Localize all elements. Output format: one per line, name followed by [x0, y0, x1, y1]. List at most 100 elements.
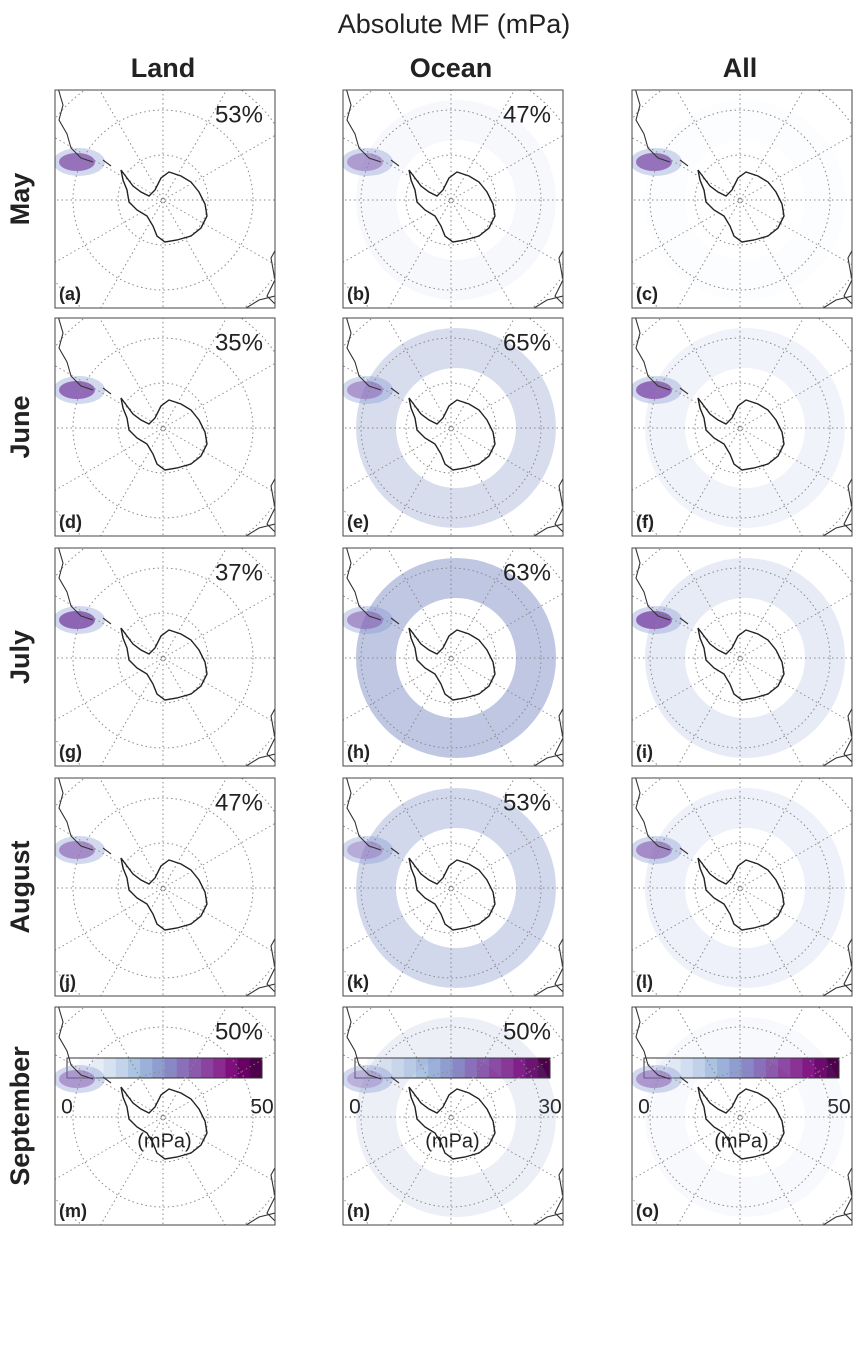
graticule-circle — [405, 154, 497, 246]
colorbar-tick-label: 50 — [250, 1096, 273, 1119]
map-panel — [632, 90, 852, 308]
graticule-meridian — [343, 592, 563, 721]
graticule-meridian — [632, 595, 852, 724]
density-blob — [347, 611, 383, 629]
graticule-circle — [360, 109, 542, 291]
colorbar-step — [127, 1058, 141, 1078]
coastline — [554, 477, 563, 533]
panel-frame — [342, 1006, 564, 1226]
coastline-antarctica — [120, 1086, 208, 1160]
graticule-meridian — [98, 318, 226, 536]
map — [343, 318, 563, 536]
coastline — [822, 295, 852, 308]
density-halo — [632, 1065, 682, 1093]
graticule-meridian — [55, 365, 275, 494]
graticule-meridian — [386, 1007, 514, 1225]
colorbar-step — [476, 1058, 490, 1078]
coastline-antarctica — [408, 169, 496, 243]
colorbar-step — [790, 1058, 803, 1078]
map-panel — [632, 778, 852, 996]
graticule-meridian — [388, 548, 516, 766]
map-panel — [343, 778, 563, 996]
map — [55, 778, 275, 996]
graticule-meridian — [343, 822, 563, 951]
map — [55, 318, 275, 536]
graticule-circle — [405, 1071, 497, 1163]
colorbar-step — [164, 1058, 178, 1078]
density-blob — [59, 841, 95, 859]
graticule-circle — [694, 612, 786, 704]
map — [343, 1007, 563, 1225]
map-panel — [343, 548, 563, 766]
panel-frame — [631, 89, 853, 309]
coastline — [346, 778, 400, 855]
row-label: September — [5, 1046, 35, 1186]
density-blob — [347, 153, 383, 171]
graticule-meridian — [675, 778, 803, 996]
row-label: May — [5, 173, 35, 226]
colorbar-step — [753, 1058, 767, 1078]
density-blob — [347, 381, 383, 399]
coastline-antarctica — [408, 857, 496, 931]
graticule-meridian — [343, 825, 563, 954]
density-halo — [343, 148, 393, 176]
density-blob — [636, 841, 672, 859]
density-blob — [636, 381, 672, 399]
colorbar-frame — [354, 1057, 551, 1079]
map-panel — [343, 318, 563, 536]
graticule-meridian — [388, 318, 516, 536]
map — [343, 548, 563, 766]
coastline — [58, 778, 112, 855]
coastline-antarctica — [697, 857, 785, 931]
graticule-meridian — [343, 1051, 563, 1180]
map — [55, 1007, 275, 1225]
coastline — [58, 318, 112, 395]
coastline-antarctica — [408, 397, 496, 471]
density-blob — [636, 611, 672, 629]
panel-letter: (j) — [59, 972, 76, 992]
colorbar-step — [428, 1058, 441, 1078]
coastline-antarctica — [697, 169, 785, 243]
graticule-circle — [360, 567, 542, 749]
coastline-antarctica — [408, 627, 496, 701]
graticule-meridian — [55, 137, 275, 266]
row-label: August — [5, 840, 35, 933]
panel-letter: (b) — [347, 284, 370, 304]
density-ring — [645, 788, 845, 988]
graticule-meridian — [100, 318, 228, 536]
panel-frame — [631, 777, 853, 997]
graticule-meridian — [632, 592, 852, 721]
panel-letter: (l) — [636, 972, 653, 992]
panel-letter: (m) — [59, 1201, 87, 1221]
graticule-meridian — [98, 1007, 226, 1225]
graticule-meridian — [55, 825, 275, 954]
density-blob — [636, 1070, 672, 1088]
graticule-meridian — [388, 1007, 516, 1225]
coastline-antarctica — [120, 857, 208, 931]
graticule-meridian — [677, 318, 805, 536]
panel-share: 53% — [503, 789, 551, 816]
density-blob — [59, 381, 95, 399]
coastline — [346, 318, 400, 395]
density-blob — [59, 611, 95, 629]
colorbar-step — [367, 1058, 380, 1078]
graticule-meridian — [675, 318, 803, 536]
density-halo — [343, 376, 393, 404]
panel-letter: (h) — [347, 742, 370, 762]
map — [632, 548, 852, 766]
coastline — [554, 1166, 563, 1222]
colorbar-tick-label: 0 — [61, 1096, 73, 1119]
graticule-circle — [72, 797, 254, 979]
colorbar-unit: (mPa) — [425, 1130, 479, 1152]
graticule-circle — [360, 337, 542, 519]
graticule-meridian — [632, 362, 852, 491]
panel-share: 47% — [503, 101, 551, 128]
graticule-circle — [117, 612, 209, 704]
graticule-circle — [72, 109, 254, 291]
coastline — [843, 477, 852, 533]
coastline — [266, 1166, 275, 1222]
coastline — [533, 983, 563, 996]
graticule-circle — [694, 154, 786, 246]
panel-letter: (f) — [636, 512, 654, 532]
panel-frame — [54, 1006, 276, 1226]
